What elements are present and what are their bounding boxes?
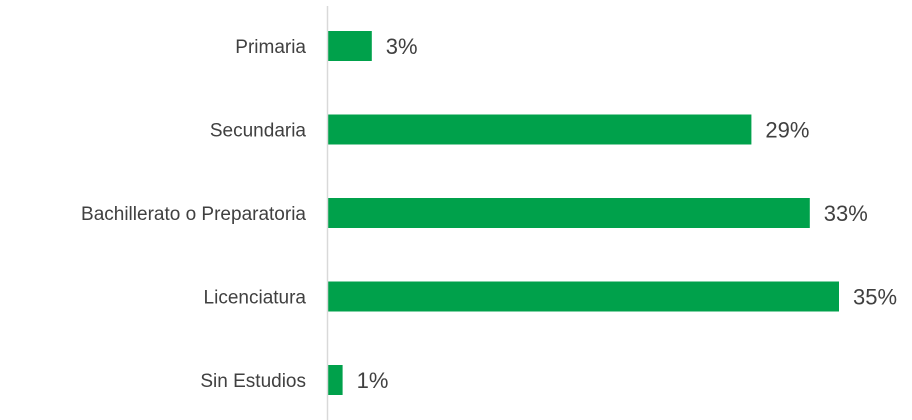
- value-label-sin-estudios: 1%: [357, 368, 389, 393]
- value-label-licenciatura: 35%: [853, 285, 897, 310]
- value-label-bachillerato-o-preparatoria: 33%: [824, 201, 868, 226]
- category-label-primaria: Primaria: [235, 37, 306, 58]
- bar-primaria: [328, 31, 372, 61]
- value-label-primaria: 3%: [386, 34, 418, 59]
- category-label-secundaria: Secundaria: [210, 121, 307, 142]
- category-label-sin-estudios: Sin Estudios: [200, 371, 306, 392]
- bar-licenciatura: [328, 281, 839, 312]
- labels-layer: Primaria 3% Secundaria 29% Bachillerato o Pr…: [81, 34, 897, 393]
- bar-secundaria: [328, 114, 752, 145]
- bar-bachillerato-o-preparatoria: [328, 198, 810, 228]
- bar-sin-estudios: [328, 365, 343, 395]
- value-label-secundaria: 29%: [765, 118, 809, 143]
- category-label-licenciatura: Licenciatura: [204, 288, 307, 309]
- category-label-bachillerato-o-preparatoria: Bachillerato o Preparatoria: [81, 204, 306, 225]
- bars-layer: [328, 31, 839, 395]
